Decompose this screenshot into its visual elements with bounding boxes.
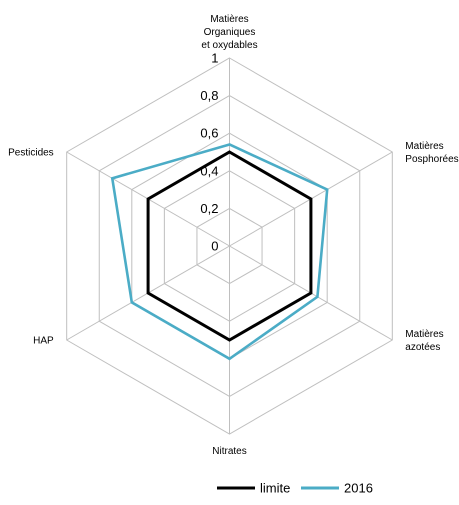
series-line-2016 xyxy=(110,143,329,361)
axis-label-line: azotées xyxy=(405,342,440,353)
axis-label-1: Matières Posphorées xyxy=(405,141,458,165)
axis-label-line: Pesticides xyxy=(8,148,54,159)
legend: limite 2016 xyxy=(217,481,373,496)
axis-label-line: HAP xyxy=(33,336,54,347)
legend-label-limite: limite xyxy=(260,481,290,496)
legend-label-2016: 2016 xyxy=(344,481,373,496)
series-line-limite xyxy=(146,150,313,342)
category-labels: Matières Organiques et oxydables Matières Po… xyxy=(8,14,459,457)
tick-label-0: 0 xyxy=(211,239,218,254)
axis-label-line: Organiques xyxy=(204,27,256,38)
axis-label-5: Pesticides xyxy=(8,148,54,159)
radial-tick-labels: 0 0,2 0,4 0,6 0,8 1 xyxy=(200,51,218,254)
radar-series xyxy=(110,143,329,361)
axis-label-line: Nitrates xyxy=(212,446,246,457)
axis-label-line: et oxydables xyxy=(201,40,257,51)
axis-label-2: Matières azotées xyxy=(405,329,443,353)
tick-label-1: 0,2 xyxy=(200,201,218,216)
tick-label-2: 0,4 xyxy=(200,163,218,178)
tick-label-5: 1 xyxy=(211,51,218,66)
radar-grid xyxy=(66,57,393,435)
axis-label-3: Nitrates xyxy=(212,446,246,457)
axis-label-4: HAP xyxy=(33,336,54,347)
tick-label-3: 0,6 xyxy=(200,126,218,141)
axis-label-line: Matières xyxy=(405,141,443,152)
axis-label-line: Matières xyxy=(405,329,443,340)
axis-label-0: Matières Organiques et oxydables xyxy=(201,14,257,51)
axis-label-line: Matières xyxy=(210,14,248,25)
axis-label-line: Posphorées xyxy=(405,154,458,165)
tick-label-4: 0,8 xyxy=(200,88,218,103)
